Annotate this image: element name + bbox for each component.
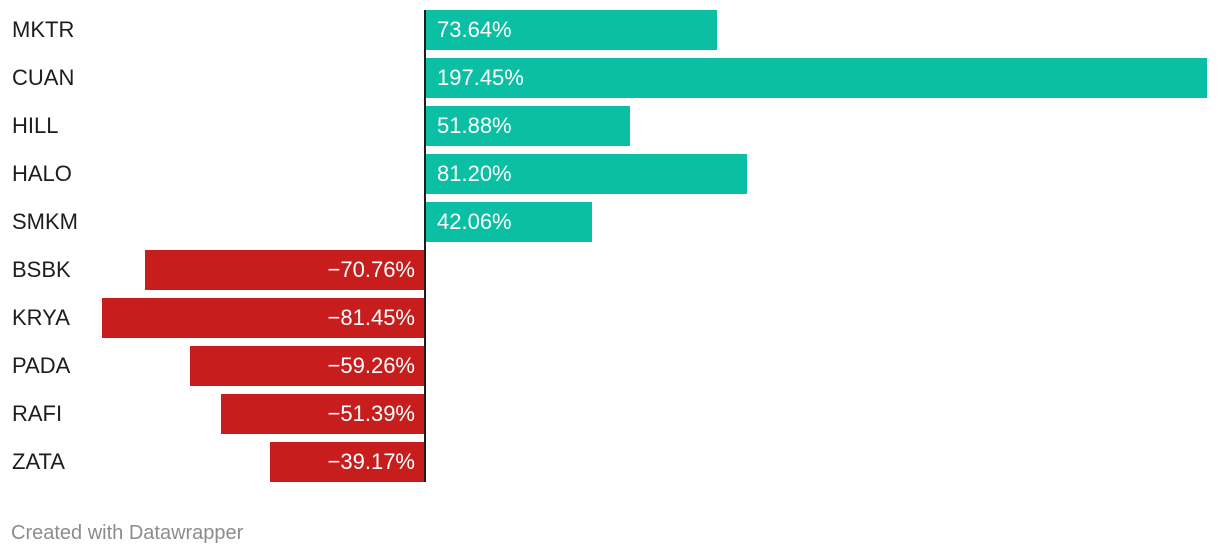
- bar-pada: [190, 346, 425, 386]
- datawrapper-credit[interactable]: Created with Datawrapper: [11, 522, 244, 544]
- category-label: MKTR: [12, 17, 75, 42]
- value-label: −81.45%: [327, 305, 415, 330]
- bar-chart: MKTR 73.64% CUAN 197.45% HILL 51.88% HALO 81.20…: [12, 10, 1207, 482]
- category-label: BSBK: [12, 257, 71, 282]
- bar-rafi: [221, 394, 425, 434]
- value-label: −39.17%: [327, 449, 415, 474]
- category-label: HILL: [12, 113, 59, 138]
- value-label: 81.20%: [437, 161, 512, 186]
- value-label: −51.39%: [327, 401, 415, 426]
- bar-smkm: [425, 202, 592, 242]
- bar-krya: [102, 298, 425, 338]
- bar-bsbk: [144, 250, 425, 290]
- category-label: PADA: [12, 353, 71, 378]
- value-label: 51.88%: [437, 113, 512, 138]
- bar-mktr: [425, 10, 717, 50]
- value-label: 197.45%: [437, 65, 524, 90]
- category-label: CUAN: [12, 65, 75, 90]
- value-label: −59.26%: [327, 353, 415, 378]
- bar-hill: [425, 106, 631, 146]
- bar-cuan: [425, 58, 1207, 98]
- category-label: HALO: [12, 161, 72, 186]
- bar-halo: [425, 154, 747, 194]
- bar-zata: [269, 442, 425, 482]
- category-label: RAFI: [12, 401, 63, 426]
- category-label: ZATA: [12, 449, 65, 474]
- category-label: SMKM: [12, 209, 78, 234]
- value-label: 42.06%: [437, 209, 512, 234]
- value-label: 73.64%: [437, 17, 512, 42]
- value-label: −70.76%: [327, 257, 415, 282]
- category-label: KRYA: [12, 305, 70, 330]
- zero-baseline: [424, 10, 426, 482]
